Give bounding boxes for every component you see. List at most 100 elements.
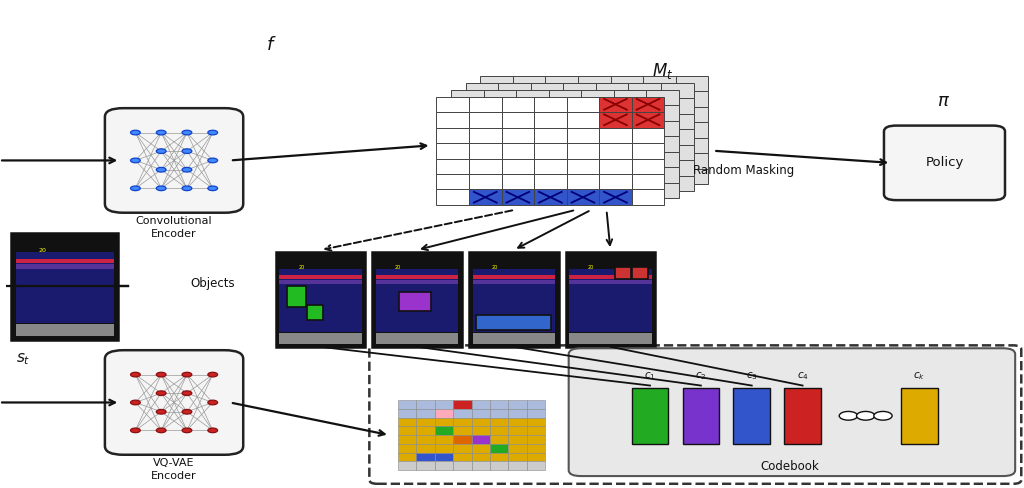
Bar (436, 112, 469, 127)
Bar (499, 160, 530, 176)
Bar (436, 127, 469, 143)
Bar (546, 122, 578, 138)
Bar (490, 427, 509, 435)
Bar (676, 106, 709, 122)
Bar (502, 143, 535, 159)
Bar (646, 90, 679, 105)
Text: $c_1$: $c_1$ (644, 370, 656, 382)
Bar (613, 121, 646, 136)
Circle shape (873, 411, 892, 420)
Bar (434, 427, 453, 435)
Bar (509, 462, 527, 470)
Bar (480, 91, 513, 106)
Bar (646, 152, 679, 167)
Bar (280, 275, 361, 279)
Text: Policy: Policy (926, 156, 964, 169)
Bar (646, 136, 679, 152)
Bar (535, 112, 566, 127)
Bar (436, 174, 469, 189)
Bar (472, 444, 490, 453)
Bar (632, 159, 665, 174)
Circle shape (208, 130, 217, 135)
Bar (483, 90, 516, 105)
Bar (599, 189, 632, 205)
Circle shape (130, 130, 140, 135)
Text: $M_t$: $M_t$ (652, 61, 674, 81)
Bar (582, 105, 613, 121)
Bar (535, 189, 566, 205)
Text: 20: 20 (38, 248, 46, 253)
Bar (513, 91, 546, 106)
Bar (613, 167, 646, 183)
Bar (509, 427, 527, 435)
Bar (643, 122, 676, 138)
Bar (280, 333, 361, 344)
Bar (516, 152, 549, 167)
Bar (566, 143, 599, 159)
Bar (466, 82, 499, 98)
Bar (480, 138, 513, 153)
Bar (662, 144, 693, 160)
Bar (569, 280, 651, 285)
Bar (643, 106, 676, 122)
Bar (452, 136, 483, 152)
Bar (416, 435, 434, 444)
Bar (578, 91, 610, 106)
Bar (416, 409, 434, 418)
Bar (596, 98, 629, 114)
Bar (476, 315, 551, 330)
Bar (566, 112, 599, 127)
Bar (632, 174, 665, 189)
Bar (416, 427, 434, 435)
Bar (453, 427, 472, 435)
Bar (453, 453, 472, 462)
Bar (549, 136, 582, 152)
Bar (516, 105, 549, 121)
Bar (676, 168, 709, 184)
Bar (596, 160, 629, 176)
Text: $c_k$: $c_k$ (913, 370, 926, 382)
Bar (509, 453, 527, 462)
Bar (599, 127, 632, 143)
Bar (546, 106, 578, 122)
Bar (549, 152, 582, 167)
Bar (473, 333, 555, 344)
Bar (610, 106, 643, 122)
Bar (436, 143, 469, 159)
Bar (646, 183, 679, 198)
Bar (530, 82, 563, 98)
Circle shape (208, 400, 217, 405)
Bar (473, 269, 555, 332)
Bar (596, 82, 629, 98)
Bar (901, 388, 938, 444)
Bar (676, 122, 709, 138)
Circle shape (208, 158, 217, 163)
Bar (453, 462, 472, 470)
Bar (434, 418, 453, 427)
Bar (434, 400, 453, 409)
Bar (452, 121, 483, 136)
Bar (578, 106, 610, 122)
Bar (646, 121, 679, 136)
Bar (629, 98, 662, 114)
Bar (490, 444, 509, 453)
Bar (530, 114, 563, 129)
Bar (527, 435, 546, 444)
Bar (610, 138, 643, 153)
Bar (566, 159, 599, 174)
Circle shape (157, 130, 166, 135)
Bar (472, 409, 490, 418)
Circle shape (182, 167, 191, 172)
Bar (376, 333, 459, 344)
Bar (452, 183, 483, 198)
Bar (563, 114, 596, 129)
Bar (530, 160, 563, 176)
Bar (610, 76, 643, 91)
Bar (549, 167, 582, 183)
Bar (569, 333, 651, 344)
Bar (582, 121, 613, 136)
Bar (452, 105, 483, 121)
Bar (516, 183, 549, 198)
Bar (549, 121, 582, 136)
Bar (662, 160, 693, 176)
